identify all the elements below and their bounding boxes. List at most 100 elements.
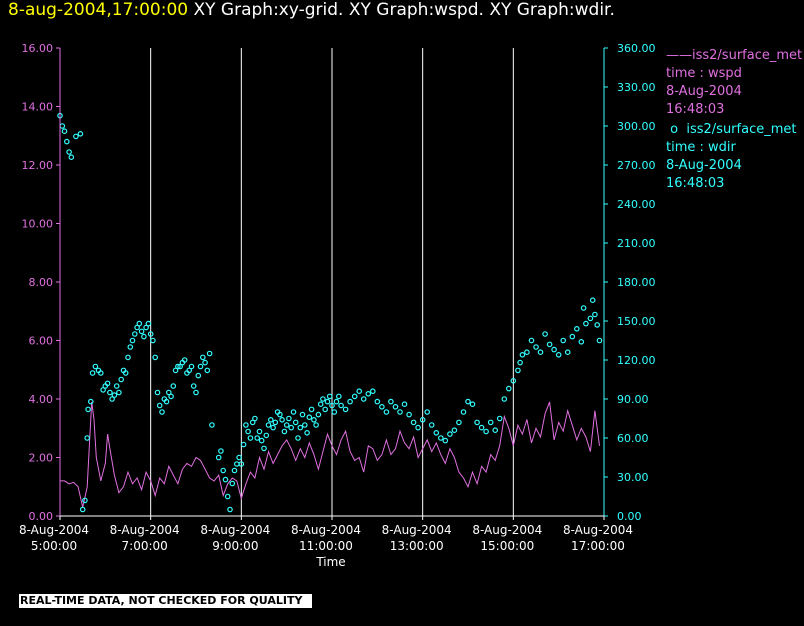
wdir-point [265, 422, 272, 428]
quality-disclaimer: REAL-TIME DATA, NOT CHECKED FOR QUALITY [19, 594, 312, 608]
wdir-point [113, 383, 120, 389]
wdir-point [147, 331, 154, 337]
wdir-point [73, 133, 79, 140]
legend-wspd-line1: ——iss2/surface_met [666, 47, 802, 65]
wdir-point [92, 363, 99, 370]
wdir-point [202, 359, 208, 366]
wdir-point [125, 354, 131, 361]
x-axis-ticks: 8-Aug-2004 5:00:00 8-Aug-2004 7:00:00 8-Aug-… [19, 516, 633, 553]
x-tick-date: 8-Aug-2004 [472, 523, 542, 537]
wdir-point [195, 372, 202, 379]
wdir-point [360, 396, 367, 402]
right-tick-label: 300.00 [617, 120, 656, 133]
wdir-point [218, 448, 224, 454]
wdir-point [104, 380, 111, 387]
wdir-point [356, 388, 363, 395]
wdir-point [229, 480, 236, 487]
left-tick-label: 12.00 [22, 159, 54, 172]
wdir-point [460, 409, 467, 415]
legend-circle-swatch: o [666, 122, 687, 137]
wdir-point [238, 461, 245, 467]
wdir-point [451, 427, 458, 434]
left-tick-label: 2.00 [29, 452, 54, 465]
wdir-point [537, 349, 544, 356]
wdir-point [59, 123, 66, 129]
wdir-point [326, 393, 333, 400]
wdir-point [247, 435, 254, 441]
wdir-point [154, 389, 161, 396]
wdir-point [150, 337, 156, 344]
wdir-point [379, 403, 385, 410]
wdir-point [170, 383, 177, 389]
wdir-point [118, 376, 125, 383]
wdir-point [517, 359, 523, 366]
wdir-point [286, 415, 292, 422]
wdir-point [465, 398, 471, 405]
header-graph-list: XY Graph:xy-grid. XY Graph:wspd. XY Grap… [193, 0, 615, 20]
x-tick-date: 8-Aug-2004 [200, 523, 270, 537]
wdir-point [304, 429, 310, 436]
wdir-point [322, 406, 329, 413]
wdir-point [331, 409, 338, 415]
wdir-point [528, 337, 535, 344]
wdir-point [107, 389, 113, 396]
wdir-point [369, 388, 376, 395]
wdir-point [447, 431, 453, 437]
chart-header: 8-aug-2004,17:00:00 XY Graph:xy-grid. XY… [8, 0, 615, 20]
wdir-point [263, 432, 270, 439]
wdir-point [136, 320, 143, 327]
wdir-point [589, 297, 596, 304]
wdir-point [234, 461, 240, 467]
wdir-point [313, 422, 319, 428]
wdir-point [492, 427, 499, 434]
wdir-point [129, 337, 136, 344]
right-tick-label: 90.00 [617, 393, 649, 406]
wdir-point [299, 411, 306, 418]
wdir-point [351, 393, 358, 400]
wdir-point [256, 428, 263, 435]
wdir-point [573, 325, 580, 332]
wdir-point [501, 396, 508, 402]
wdir-point [177, 363, 183, 370]
left-tick-label: 10.00 [22, 218, 54, 231]
wdir-point [227, 506, 233, 513]
right-tick-label: 150.00 [617, 315, 656, 328]
wdir-point [89, 370, 96, 376]
wdir-point [166, 389, 172, 396]
wdir-point [533, 344, 539, 350]
wdir-point [333, 398, 340, 405]
wdir-point [397, 409, 403, 415]
wdir-point [406, 411, 412, 418]
right-tick-label: 330.00 [617, 81, 656, 94]
wdir-point [290, 409, 297, 415]
wdir-point [138, 328, 145, 335]
legend-wspd-var: time : wspd [666, 66, 742, 81]
wdir-point [127, 344, 134, 350]
wdir-point [365, 390, 372, 397]
right-tick-label: 210.00 [617, 237, 656, 250]
wdir-point [596, 337, 603, 344]
left-tick-label: 8.00 [29, 276, 54, 289]
wdir-point [261, 445, 267, 452]
right-tick-label: 30.00 [617, 471, 649, 484]
wdir-point [578, 338, 585, 345]
wdir-point [295, 435, 301, 441]
wdir-point [496, 415, 503, 422]
legend-line-swatch: —— [666, 48, 692, 63]
wdir-point [374, 398, 381, 405]
wdir-point [252, 415, 258, 422]
wdir-point [288, 424, 295, 431]
wdir-point [152, 354, 159, 361]
wdir-point [487, 419, 494, 426]
wdir-point [168, 393, 174, 400]
wdir-point [347, 398, 353, 405]
wdir-point [231, 467, 238, 474]
right-axis-ticks: 0.00 30.00 60.00 90.00 120.00 150.00 180.00 210… [604, 42, 656, 523]
x-tick-date: 8-Aug-2004 [291, 523, 361, 537]
x-tick-time: 15:00:00 [480, 539, 534, 553]
legend-wdir-line1: o iss2/surface_met [666, 121, 796, 139]
wdir-point [84, 435, 91, 441]
wdir-point [141, 333, 147, 340]
wdir-point [172, 367, 179, 374]
